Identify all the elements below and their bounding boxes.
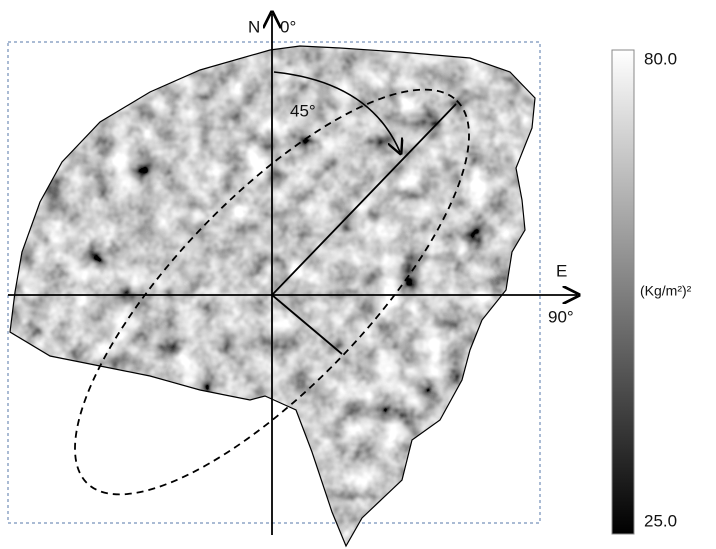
angle-arc xyxy=(273,71,400,152)
frame xyxy=(7,41,541,524)
field-outline xyxy=(9,45,536,548)
east-angle: 90° xyxy=(548,307,574,326)
colorbar-max: 80.0 xyxy=(644,49,677,68)
colorbar-min: 25.0 xyxy=(644,511,677,530)
east-label: E xyxy=(556,261,567,280)
angle-label: 45° xyxy=(290,101,316,120)
north-label: N xyxy=(248,17,260,36)
north-angle: 0° xyxy=(280,17,296,36)
anisotropy-ellipse xyxy=(74,88,470,496)
colorbar-unit: (Kg/m²)² xyxy=(640,283,692,299)
major-axis xyxy=(271,103,457,296)
colorbar xyxy=(611,49,635,535)
minor-axis xyxy=(271,294,343,355)
